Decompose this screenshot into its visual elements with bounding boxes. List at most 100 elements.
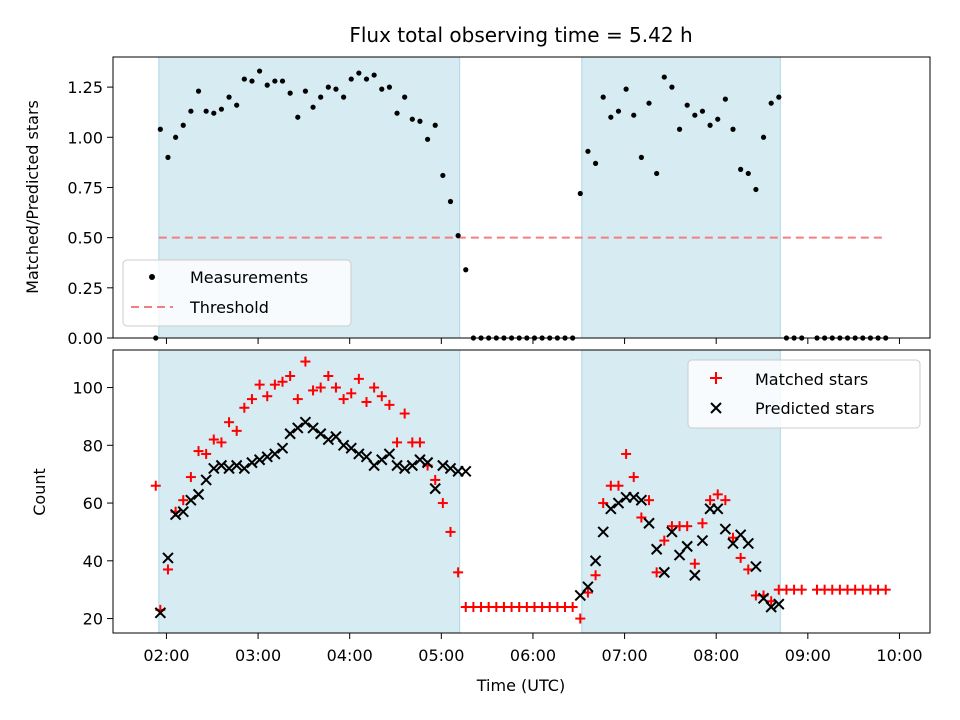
- predicted-point: [414, 454, 426, 466]
- matched-point: [216, 437, 227, 448]
- measurement-point: [310, 104, 316, 110]
- measurement-point: [424, 136, 431, 142]
- ratio-plot-frame: [112, 56, 931, 339]
- matched-point: [728, 532, 739, 543]
- measurement-point: [707, 122, 713, 128]
- x-tick-label: 02:00: [143, 646, 189, 665]
- measurement-point: [180, 122, 186, 128]
- matched-point: [735, 552, 746, 563]
- matched-point: [330, 382, 341, 393]
- legend-label-predicted: Predicted stars: [755, 399, 875, 418]
- matched-point: [621, 448, 632, 459]
- observing-windows: [158, 56, 781, 339]
- ratio-y-tick-label: 0.75: [67, 178, 103, 197]
- predicted-point: [253, 454, 266, 466]
- matched-point: [376, 391, 387, 402]
- matched-point: [262, 391, 273, 402]
- predicted-point: [376, 454, 388, 466]
- count-x-ticks: 02:00 03:00 04:00 05:00 06:00 07:00 08:00 09:00…: [143, 633, 923, 665]
- x-tick-label: 07:00: [602, 646, 648, 665]
- observing-window-2: [581, 56, 781, 339]
- measurement-point: [615, 108, 622, 114]
- matched-point: [315, 382, 326, 393]
- legend-marker-predicted: [710, 402, 722, 414]
- measurement-point: [333, 86, 339, 92]
- predicted-point: [269, 448, 281, 460]
- predicted-point: [689, 569, 701, 581]
- count-y-tick-label: 80: [83, 436, 103, 455]
- matched-point: [162, 564, 173, 575]
- matched-point: [705, 495, 716, 506]
- predicted-point: [276, 442, 289, 454]
- legend-marker-matched: [710, 372, 722, 384]
- predicted-point: [643, 517, 655, 529]
- predicted-point: [742, 537, 754, 550]
- matched-point: [575, 613, 586, 624]
- matched-point: [644, 495, 655, 506]
- measurement-point: [760, 134, 767, 140]
- measurement-point: [730, 126, 736, 132]
- ratio-legend-box: [122, 259, 352, 327]
- matched-point: [338, 394, 349, 405]
- predicted-point: [185, 494, 197, 506]
- predicted-point: [421, 456, 434, 469]
- count-y-tick-label: 20: [83, 610, 103, 629]
- ratio-y-ticks: 0.00 0.25 0.50 0.75 1.00 1.25: [67, 78, 113, 348]
- count-plot-frame: [112, 349, 931, 634]
- count-y-tick-label: 40: [83, 552, 103, 571]
- measurement-point: [623, 86, 629, 92]
- predicted-point: [712, 503, 724, 515]
- measurement-point: [272, 78, 278, 84]
- count-y-tick-label: 100: [72, 379, 103, 398]
- predicted-point: [719, 523, 732, 535]
- matched-point: [659, 535, 670, 546]
- matched-point: [636, 512, 647, 523]
- predicted-point: [460, 465, 472, 477]
- measurement-point: [234, 102, 240, 108]
- measurement-point: [363, 76, 370, 82]
- measurement-point: [279, 78, 286, 84]
- measurement-point: [440, 172, 446, 179]
- ratio-x-ticks: [165, 338, 900, 344]
- measurement-point: [340, 94, 347, 100]
- predicted-point: [658, 566, 670, 579]
- count-y-axis-label: Count: [30, 468, 49, 516]
- x-tick-label: 09:00: [785, 646, 831, 665]
- predicted-point: [406, 459, 419, 472]
- predicted-point: [238, 462, 251, 475]
- measurement-point: [379, 86, 385, 92]
- count-legend-box: [687, 359, 921, 429]
- ratio-legend: Measurements Threshold: [122, 259, 352, 327]
- measurement-point: [409, 116, 415, 122]
- predicted-point: [773, 598, 785, 610]
- legend-label-measurements: Measurements: [190, 268, 308, 287]
- matched-point: [239, 402, 250, 413]
- matched-point: [231, 425, 242, 436]
- predicted-point: [215, 459, 228, 472]
- predicted-point: [398, 462, 411, 475]
- measurement-point: [738, 166, 744, 172]
- measurement-point: [432, 122, 438, 128]
- matched-point: [361, 396, 372, 407]
- matched-point: [399, 408, 410, 419]
- predicted-point: [429, 482, 441, 495]
- predicted-point: [169, 508, 182, 521]
- measurement-point: [592, 160, 599, 166]
- measurement-point: [654, 170, 660, 177]
- measurement-point: [631, 112, 637, 118]
- predicted-point: [612, 497, 625, 509]
- matched-point: [712, 489, 723, 500]
- measurement-point: [302, 88, 309, 94]
- measurement-point: [684, 102, 690, 108]
- measurement-point: [585, 148, 591, 154]
- matched-point: [308, 385, 319, 396]
- predicted-point: [223, 462, 235, 475]
- predicted-point: [230, 459, 243, 472]
- ratio-y-tick-label: 0.25: [67, 279, 103, 298]
- matched-point: [628, 472, 639, 483]
- measurement-point: [226, 94, 232, 100]
- measurement-point: [348, 76, 354, 82]
- matched-point: [567, 602, 578, 613]
- matched-point: [353, 373, 364, 384]
